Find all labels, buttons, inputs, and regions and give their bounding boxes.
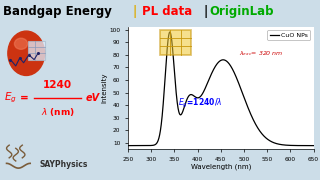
- Text: $E_g$=1240/$\lambda$: $E_g$=1240/$\lambda$: [178, 97, 223, 110]
- Text: |: |: [133, 5, 137, 18]
- Text: eV: eV: [85, 93, 100, 103]
- Text: $E_g$: $E_g$: [4, 90, 17, 105]
- Y-axis label: Intensity: Intensity: [102, 73, 108, 104]
- Text: PL data: PL data: [142, 5, 193, 18]
- Text: =: =: [20, 93, 28, 103]
- Legend: CuO NPs: CuO NPs: [267, 30, 310, 40]
- Text: Bandgap Energy: Bandgap Energy: [3, 5, 112, 18]
- Text: SAYPhysics: SAYPhysics: [39, 160, 88, 169]
- Ellipse shape: [14, 38, 28, 49]
- Text: |: |: [203, 5, 207, 18]
- X-axis label: Wavelength (nm): Wavelength (nm): [191, 163, 251, 170]
- Circle shape: [8, 31, 44, 75]
- Bar: [160, 30, 191, 55]
- Text: $\lambda_{exc}$= 320 nm: $\lambda_{exc}$= 320 nm: [239, 49, 284, 58]
- Text: $\lambda$ (nm): $\lambda$ (nm): [41, 106, 75, 118]
- Text: OriginLab: OriginLab: [210, 5, 274, 18]
- Text: 1240: 1240: [43, 80, 72, 90]
